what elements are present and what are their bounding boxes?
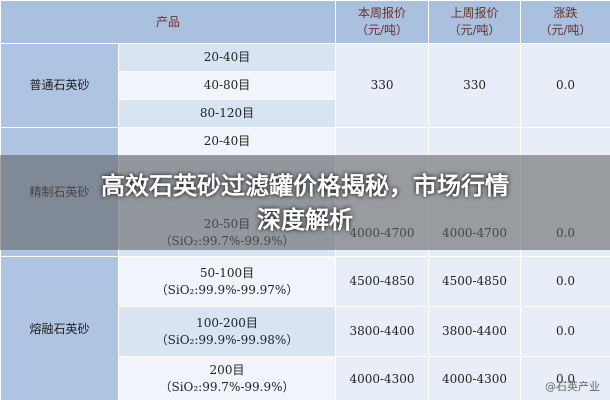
table-row: 80-120目: [1, 99, 610, 128]
header-cell: 产品: [0, 0, 337, 44]
price-cell: [335, 127, 430, 156]
cell-line: 上周报价: [450, 6, 499, 20]
cell-line: 本周报价: [358, 6, 407, 20]
cell-line: 100-200目: [196, 315, 258, 330]
price-cell: 0.0: [520, 306, 610, 357]
cell-line: 涨跌: [553, 6, 578, 20]
cell-line: 200目: [209, 363, 245, 377]
cell-line: （SiO₂:99.9%-99.98%）: [155, 332, 299, 347]
banner-line: 高效石英砂过滤罐价格揭秘，市场行情: [101, 171, 509, 200]
cell-line: （SiO₂:99.7%-99.9%）: [159, 380, 295, 394]
cell-line: 20-40目: [203, 50, 251, 64]
cell-line: 40-80目: [203, 78, 251, 92]
cell-line: （SiO₂:99.9%-99.97%）: [155, 282, 299, 297]
header-cell: 本周报价 （元/吨）: [335, 0, 430, 44]
price-cell: 0.0: [520, 256, 610, 307]
price-cell: 330: [335, 43, 430, 128]
price-cell: 3800-4400: [335, 306, 430, 357]
price-cell: [520, 127, 610, 156]
cell-line: 50-100目: [199, 265, 255, 280]
table-row: 熔融石英砂 50-100目 （SiO₂:99.9%-99.97%） 4500-4850…: [0, 256, 610, 400]
cell-line: 20-40目: [203, 134, 251, 148]
watermark: @石英产业: [545, 380, 600, 393]
spec-cell: 100-200目 （SiO₂:99.9%-99.98%）: [117, 306, 337, 357]
table-row: 精制石英砂20-40目: [0, 127, 610, 257]
header-cell: 上周报价 （元/吨）: [428, 0, 522, 44]
table-row: 普通石英砂 20-40目 330 330 0.0: [0, 43, 610, 128]
price-cell: 4000-4300: [335, 356, 430, 400]
spec-cell: 20-40目: [117, 43, 337, 72]
table-row: 100-200目 （SiO₂:99.9%-99.98%） 3800-4400 3800…: [1, 306, 610, 357]
price-cell: 330: [428, 43, 522, 128]
price-cell: 4000-4300: [428, 356, 522, 400]
table-row: 200目 （SiO₂:99.7%-99.9%） 4000-4300 4000-4300…: [1, 356, 610, 400]
cell-line: （元/吨）: [448, 23, 501, 37]
header-row: 产品 本周报价 （元/吨） 上周报价 （元/吨） 涨跌 （元/吨）: [0, 0, 610, 44]
banner: 高效石英砂过滤罐价格揭秘，市场行情 深度解析: [0, 155, 610, 250]
spec-cell: 50-100目 （SiO₂:99.9%-99.97%）: [117, 256, 337, 307]
price-cell: 4500-4850: [335, 256, 430, 307]
price-cell: [428, 127, 522, 156]
header-cell: 涨跌 （元/吨）: [520, 0, 610, 44]
price-cell: 0.0: [520, 43, 610, 128]
spec-cell: 40-80目: [117, 71, 337, 100]
price-cell: 0.0: [520, 356, 610, 400]
spec-cell: 80-120目: [117, 99, 337, 128]
cell-line: （元/吨）: [355, 23, 409, 37]
banner-line: 深度解析: [257, 205, 353, 234]
spec-cell: 200目 （SiO₂:99.7%-99.9%）: [117, 356, 337, 400]
category-cell: 普通石英砂: [0, 43, 119, 128]
price-cell: 3800-4400: [428, 306, 522, 357]
cell-line: 80-120目: [199, 106, 255, 120]
table-row: 40-80目: [1, 71, 610, 100]
price-cell: 4500-4850: [428, 256, 522, 307]
spec-cell: 20-40目: [117, 127, 337, 156]
cell-line: （元/吨）: [539, 23, 592, 37]
category-cell: 熔融石英砂: [0, 256, 119, 400]
